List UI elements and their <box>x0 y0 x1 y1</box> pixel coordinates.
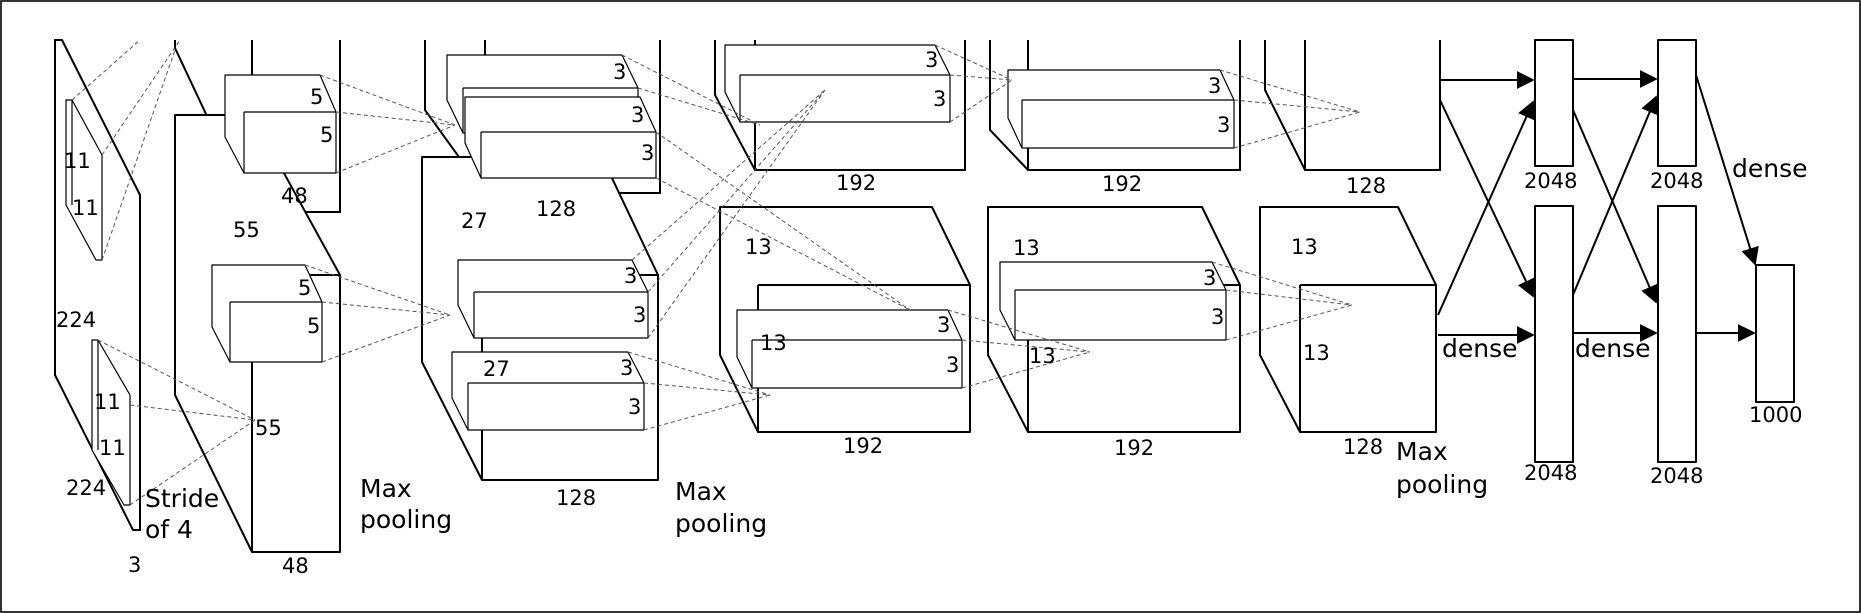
conv3-depth-bottom-label: 192 <box>843 434 883 458</box>
conv3-size2-label: 13 <box>760 331 787 355</box>
conv2-size-label: 27 <box>461 209 488 233</box>
pool3-label-line2: pooling <box>1396 470 1488 499</box>
conv2-kernel-label-5: 3 <box>633 303 646 327</box>
output-bar <box>1756 265 1794 402</box>
conv5-size-label: 13 <box>1291 235 1318 259</box>
input-kernel-h2-label: 11 <box>94 390 121 414</box>
conv3-depth-top-label: 192 <box>836 171 876 195</box>
fc6-bottom-bar <box>1535 206 1573 462</box>
input-kernel-w-label: 11 <box>72 196 99 220</box>
conv2-kernel-4 <box>452 352 644 430</box>
input-height-label: 224 <box>56 308 96 332</box>
conv5-depth-top-label: 128 <box>1346 174 1386 198</box>
conv4-kernel-bottom <box>1000 262 1226 340</box>
fc7-top-label: 2048 <box>1650 169 1703 193</box>
pool2-label-line1: Max <box>675 477 727 506</box>
conv2-kernel-3 <box>458 260 648 338</box>
conv2-kernel-label-2: 3 <box>631 103 644 127</box>
conv2-kernel-2 <box>465 97 656 178</box>
pool1-label-line1: Max <box>360 474 412 503</box>
conv3-kernel-top <box>725 45 950 122</box>
conv4-kernel-label-3: 3 <box>1203 266 1216 290</box>
input-kernel-w2-label: 11 <box>99 436 126 460</box>
conv4-size2-label: 13 <box>1029 344 1056 368</box>
conv4-kernel-top <box>1008 70 1234 148</box>
conv2-depth-bottom-label: 128 <box>556 486 596 510</box>
input-depth-label: 3 <box>128 553 141 577</box>
fc6-top-label: 2048 <box>1524 169 1577 193</box>
conv5-size2-label: 13 <box>1303 341 1330 365</box>
conv3-kernel-label-4: 3 <box>946 353 959 377</box>
pool2-label-line2: pooling <box>675 509 767 538</box>
conv3-kernel-label-2: 3 <box>933 87 946 111</box>
stride-label-line1: Stride <box>145 484 219 513</box>
conv1-kernel-b-label: 5 <box>320 123 333 147</box>
output-size-label: 1000 <box>1749 403 1802 427</box>
conv4-depth-bottom-label: 192 <box>1114 436 1154 460</box>
conv4-kernel-label-1: 3 <box>1208 74 1221 98</box>
pool3-label-line1: Max <box>1396 437 1448 466</box>
conv3-size-label: 13 <box>745 235 772 259</box>
pool1-label-line2: pooling <box>360 505 452 534</box>
conv1-depth-bottom-label: 48 <box>282 554 309 578</box>
conv5-depth-bottom-label: 128 <box>1343 435 1383 459</box>
conv1-kernel-c-label: 5 <box>298 276 311 300</box>
conv2-depth-top-label: 128 <box>536 197 576 221</box>
conv5-bottom-box <box>1260 207 1436 432</box>
fc7-bottom-bar <box>1658 206 1696 462</box>
conv2-size2-label: 27 <box>483 357 510 381</box>
fc7-bottom-label: 2048 <box>1650 464 1703 488</box>
conv1-kernel-a-label: 5 <box>310 85 323 109</box>
conv2-kernel-label-1: 3 <box>613 60 626 84</box>
conv4-depth-top-label: 192 <box>1102 172 1142 196</box>
conv4-kernel-label-2: 3 <box>1217 113 1230 137</box>
fc7-top-bar <box>1658 40 1696 166</box>
stride-label-line2: of 4 <box>145 515 193 544</box>
conv4-kernel-label-4: 3 <box>1211 305 1224 329</box>
dense-label-c: dense <box>1732 154 1808 183</box>
input-kernel-h-label: 11 <box>64 149 91 173</box>
dense-label-b: dense <box>1575 334 1651 363</box>
conv1-depth-top-label: 48 <box>281 184 308 208</box>
conv2-kernel-label-7: 3 <box>628 395 641 419</box>
input-width-label: 224 <box>66 476 106 500</box>
conv3-kernel-label-3: 3 <box>937 313 950 337</box>
fc6-bottom-label: 2048 <box>1524 461 1577 485</box>
conv2-kernel-label-6: 3 <box>620 356 633 380</box>
fc6-top-bar <box>1535 40 1573 166</box>
conv2-kernel-label-4: 3 <box>624 264 637 288</box>
dense-label-a: dense <box>1442 334 1518 363</box>
conv1-size2-label: 55 <box>255 416 282 440</box>
conv1-kernel-d-label: 5 <box>307 314 320 338</box>
conv1-size-label: 55 <box>233 218 260 242</box>
conv3-kernel-label-1: 3 <box>925 48 938 72</box>
conv2-kernel-label-3: 3 <box>641 141 654 165</box>
conv4-size-label: 13 <box>1013 236 1040 260</box>
